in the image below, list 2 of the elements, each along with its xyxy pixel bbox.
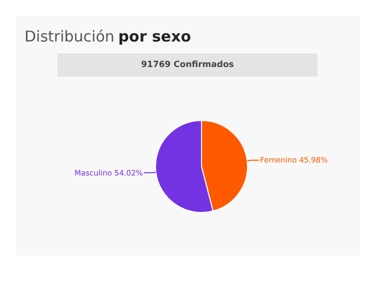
chart-subtitle: 91769 Confirmados (141, 60, 234, 70)
chart-title: Distribución por sexo (24, 28, 192, 46)
